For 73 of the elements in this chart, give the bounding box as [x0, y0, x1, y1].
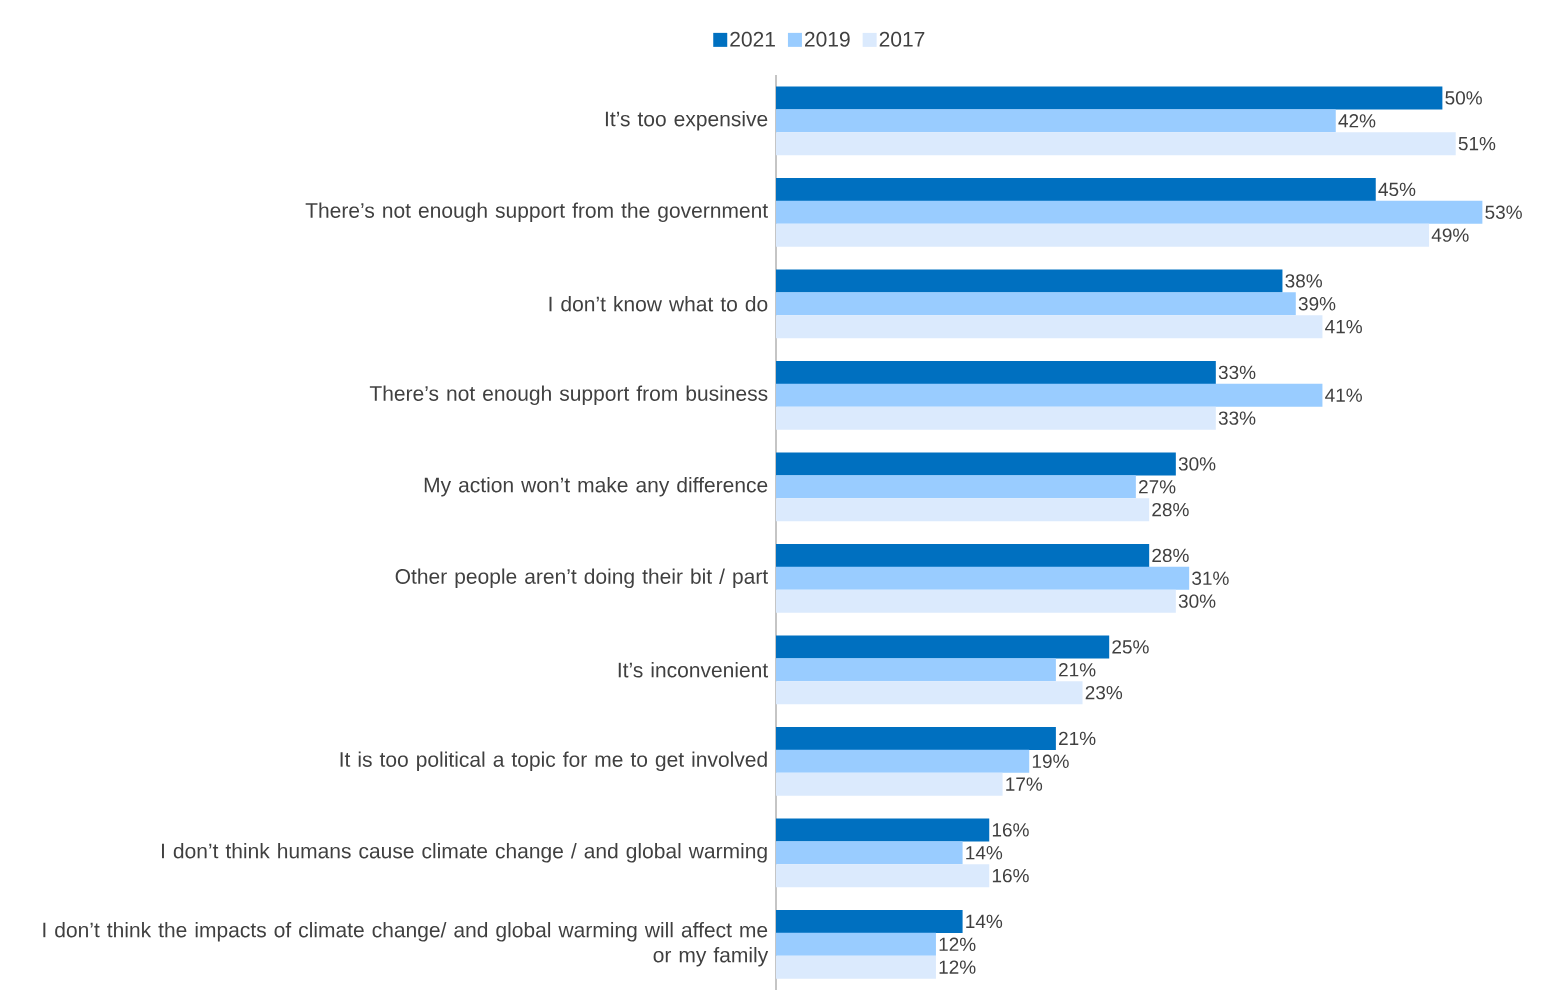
bar: [776, 818, 990, 842]
data-label: 17%: [1006, 777, 1043, 791]
data-label: 42%: [1338, 114, 1376, 128]
y-tick-label: Other people aren’t doing their bit / part: [395, 568, 769, 589]
data-label: 23%: [1085, 686, 1123, 700]
data-label: 19%: [1032, 754, 1069, 769]
y-tick-label: I don’t think humans cause climate change / and global warming: [162, 843, 767, 863]
data-label: 39%: [1298, 297, 1336, 311]
data-label: 49%: [1431, 228, 1469, 242]
data-label: 16%: [992, 869, 1029, 883]
data-label: 12%: [939, 960, 976, 974]
bar: [776, 749, 1030, 773]
data-label: 41%: [1325, 320, 1362, 334]
y-tick-label: It is too political a topic for me to get involved: [340, 751, 767, 772]
bar: [776, 269, 1283, 293]
bar: [776, 841, 963, 865]
bar: [776, 383, 1323, 407]
bar: [776, 932, 936, 956]
y-tick-label: It’s inconvenient: [618, 662, 769, 678]
bar: [776, 452, 1176, 476]
bar: [776, 86, 1443, 110]
data-label: 51%: [1458, 137, 1496, 151]
bar: [776, 864, 990, 888]
y-tick-label: It’s too expensive: [605, 111, 768, 131]
data-label: 16%: [992, 823, 1029, 837]
bar: [776, 361, 1216, 385]
data-label: 33%: [1218, 365, 1256, 380]
data-label: 50%: [1445, 91, 1482, 105]
bar: [776, 566, 1190, 590]
bar: [776, 772, 1003, 796]
y-tick-label: There’s not enough support from business: [369, 385, 768, 406]
bar: [776, 178, 1376, 202]
y-tick-label: My action won’t make any difference: [424, 477, 768, 497]
bar: [776, 589, 1176, 613]
bar: [776, 292, 1296, 316]
data-label: 53%: [1485, 205, 1522, 220]
data-label: 27%: [1139, 480, 1176, 494]
bar: [776, 727, 1056, 751]
bar: [776, 658, 1056, 682]
legend-label: 2019: [805, 31, 850, 47]
bar: [776, 406, 1216, 430]
legend-label: 2021: [730, 31, 775, 47]
y-tick-label: There’s not enough support from the government: [305, 202, 768, 223]
bar: [776, 475, 1136, 499]
data-label: 38%: [1285, 274, 1322, 288]
bar: [776, 223, 1430, 247]
data-label: 14%: [966, 846, 1003, 860]
bar: [776, 544, 1150, 568]
data-label: 33%: [1218, 411, 1256, 425]
bar: [776, 315, 1323, 339]
data-label: 21%: [1059, 731, 1096, 746]
data-label: 30%: [1178, 594, 1216, 608]
legend-label: 2017: [879, 31, 925, 47]
bar: [776, 681, 1083, 705]
data-label: 28%: [1152, 503, 1189, 517]
data-label: 31%: [1192, 571, 1229, 586]
data-label: 21%: [1059, 663, 1096, 677]
data-label: 45%: [1378, 182, 1416, 197]
data-label: 25%: [1112, 640, 1149, 654]
bar: [776, 955, 936, 979]
y-tick-label: I don’t think the impacts of climate change/ and global warming will affect me or my family: [43, 922, 769, 967]
bar: [776, 132, 1456, 156]
bar: [776, 498, 1150, 522]
bar: [776, 109, 1336, 133]
data-label: 12%: [939, 937, 976, 952]
y-tick-label: I don’t know what to do: [549, 296, 768, 312]
data-label: 14%: [966, 914, 1003, 929]
data-label: 28%: [1152, 548, 1189, 563]
data-label: 30%: [1178, 457, 1216, 471]
bar: [776, 635, 1110, 659]
bar: [776, 200, 1483, 224]
bar: [776, 910, 963, 934]
data-label: 41%: [1325, 388, 1362, 403]
